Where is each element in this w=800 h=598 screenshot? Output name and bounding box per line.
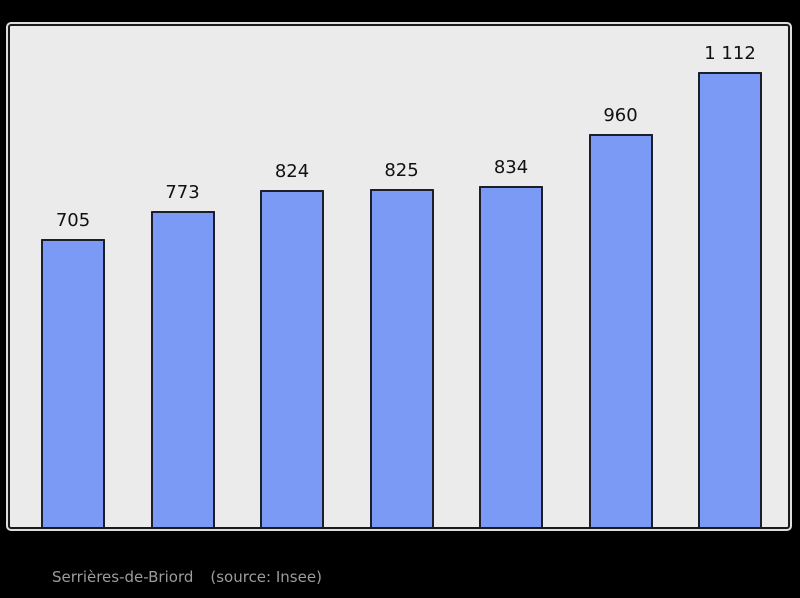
bar: [369, 189, 434, 527]
bar-value-label: 960: [603, 105, 638, 126]
plot-area: 705 773 824 825 834 960 1 112: [10, 26, 788, 527]
bar: [150, 211, 215, 527]
bar: [260, 190, 324, 527]
bar-value-label: 824: [274, 161, 310, 182]
bar-group: 773: [150, 26, 215, 527]
bar-value-label: 834: [493, 157, 529, 178]
chart-caption: Serrières-de-Briord (source: Insee): [52, 568, 322, 586]
bar-group: 705: [41, 26, 105, 527]
bar: [588, 134, 653, 527]
bar-group: 960: [588, 26, 653, 527]
plot-frame: 705 773 824 825 834 960 1 112: [8, 24, 790, 529]
bar-value-label: 773: [165, 182, 200, 203]
bar-value-label: 825: [384, 160, 419, 181]
caption-commune-name: Serrières-de-Briord: [52, 568, 194, 586]
bar: [698, 72, 762, 527]
bar: [41, 239, 105, 527]
bar-group: 825: [369, 26, 434, 527]
bar-group: 834: [479, 26, 543, 527]
caption-source: (source: Insee): [210, 568, 322, 586]
bar-value-label: 1 112: [704, 43, 756, 64]
bar: [479, 186, 543, 527]
bar-group: 824: [260, 26, 324, 527]
bar-group: 1 112: [698, 26, 762, 527]
bar-value-label: 705: [55, 210, 91, 231]
